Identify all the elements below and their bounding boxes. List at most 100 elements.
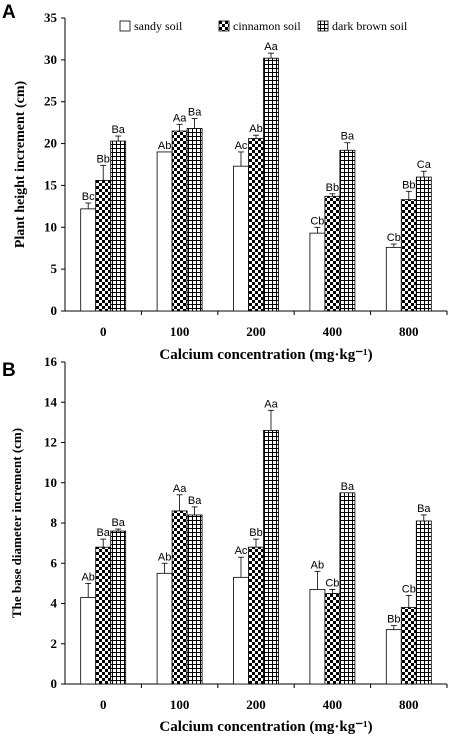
bar (324, 593, 341, 685)
y-tick-label: 2 (51, 636, 58, 651)
x-tick-label: 400 (323, 697, 343, 712)
significance-label: Ba (96, 527, 110, 539)
y-tick-label: 10 (44, 219, 57, 234)
significance-label: Ba (341, 131, 355, 143)
y-tick-label: 25 (44, 94, 58, 109)
bar (385, 629, 402, 685)
significance-label: Bb (326, 182, 339, 194)
legend-swatch (317, 20, 329, 32)
bar (263, 430, 279, 685)
y-tick-label: 5 (51, 261, 58, 276)
significance-label: Aa (264, 398, 278, 410)
significance-label: Ab (249, 123, 262, 135)
significance-label: Ab (158, 140, 171, 152)
significance-label: Ab (311, 559, 324, 571)
significance-label: Aa (264, 41, 278, 53)
bar (80, 208, 97, 312)
bar (248, 138, 264, 312)
y-tick-label: 14 (44, 394, 58, 409)
bar (309, 232, 326, 312)
x-axis-title: Calcium concentration (mg·kg⁻¹) (159, 347, 372, 363)
panel-label-b: B (2, 360, 16, 381)
legend-label: cinnamon soil (233, 19, 301, 33)
bar (110, 140, 127, 312)
significance-label: Ba (341, 481, 355, 493)
bar (233, 576, 249, 685)
x-tick-label: 0 (100, 324, 107, 339)
legend-label: sandy soil (134, 19, 183, 33)
x-tick-label: 0 (100, 697, 107, 712)
bar (339, 149, 356, 312)
y-tick-label: 0 (51, 303, 58, 318)
bar (263, 57, 279, 312)
bar (95, 546, 112, 685)
significance-label: Bc (82, 191, 95, 203)
bar (324, 195, 341, 312)
significance-label: Cb (310, 215, 324, 227)
x-tick-label: 100 (170, 324, 190, 339)
x-tick-label: 800 (399, 697, 419, 712)
significance-label: Cb (402, 583, 416, 595)
bar (248, 546, 264, 685)
y-tick-label: 35 (44, 10, 58, 25)
significance-label: Ac (235, 545, 248, 557)
bar (171, 510, 188, 685)
bar (80, 597, 97, 685)
y-tick-label: 30 (44, 52, 57, 67)
y-tick-label: 0 (51, 676, 58, 691)
significance-label: Bb (402, 179, 415, 191)
bar (400, 607, 417, 685)
significance-label: Ba (188, 495, 202, 507)
significance-label: Cb (387, 232, 401, 244)
significance-label: Bb (96, 153, 109, 165)
bar (186, 128, 203, 312)
y-tick-label: 10 (44, 475, 57, 490)
bar (171, 130, 188, 312)
y-tick-label: 15 (44, 177, 58, 192)
x-tick-label: 100 (170, 697, 190, 712)
x-tick-label: 800 (399, 324, 419, 339)
x-tick-label: 200 (246, 697, 266, 712)
significance-label: Ac (235, 140, 248, 152)
x-tick-label: 400 (323, 324, 343, 339)
significance-label: Ab (81, 571, 94, 583)
y-tick-label: 4 (51, 596, 58, 611)
significance-label: Ba (111, 517, 125, 529)
significance-label: Bb (387, 614, 400, 626)
y-tick-label: 6 (51, 555, 58, 570)
bar (339, 492, 356, 685)
panel-label-a: A (2, 2, 16, 23)
significance-label: Cb (325, 577, 339, 589)
significance-label: Ab (158, 551, 171, 563)
y-tick-label: 12 (44, 435, 57, 450)
y-axis-title: Plant height increment (cm) (13, 81, 28, 249)
bar (415, 520, 432, 685)
x-tick-label: 200 (246, 324, 266, 339)
significance-label: Aa (173, 483, 187, 495)
significance-label: Ca (417, 159, 432, 171)
significance-label: Ba (111, 124, 125, 136)
bar (186, 514, 203, 685)
significance-label: Aa (173, 112, 187, 124)
y-axis-title: The base diameter increment (cm) (9, 428, 24, 618)
bar (156, 151, 173, 312)
bar (110, 530, 127, 685)
y-tick-label: 8 (51, 515, 58, 530)
significance-label: Bb (249, 527, 262, 539)
bar (385, 246, 402, 312)
bar (156, 572, 173, 685)
significance-label: Ba (188, 106, 202, 118)
y-tick-label: 20 (44, 136, 57, 151)
legend-swatch (218, 20, 230, 32)
bar (400, 199, 417, 312)
legend-swatch (119, 20, 131, 32)
bar (95, 180, 112, 312)
bar (309, 589, 326, 685)
bar (233, 165, 249, 312)
significance-label: Ba (417, 503, 431, 515)
y-tick-label: 16 (44, 354, 58, 369)
x-axis-title: Calcium concentration (mg·kg⁻¹) (159, 719, 372, 735)
